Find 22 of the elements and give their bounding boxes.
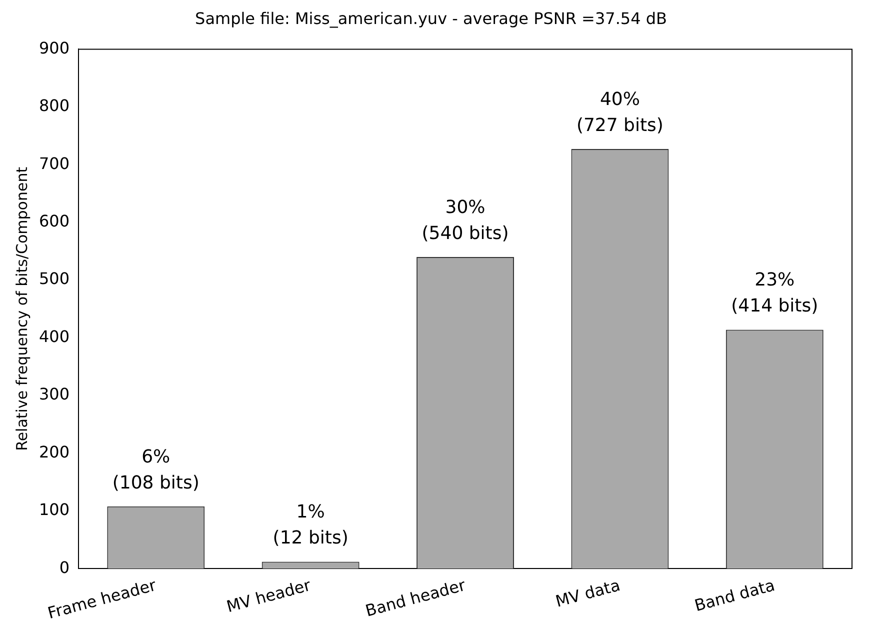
x-tick-label: Frame header [46,575,158,623]
y-tick-label: 700 [38,154,70,173]
y-tick-label: 600 [38,212,70,231]
x-tick-label: MV header [224,575,314,616]
x-tick-label: MV data [554,575,622,611]
data-label: 30% (540 bits) [422,196,509,244]
x-tick-label: Band header [363,575,468,620]
y-tick-label: 500 [38,269,70,288]
y-tick-label: 400 [38,326,70,346]
chart-title: Sample file: Miss_american.yuv - average PSNR =37.54 dB [195,8,667,28]
y-tick-label: 200 [38,442,70,462]
data-label: 1% (12 bits) [272,502,348,549]
y-tick-label: 0 [59,558,70,577]
x-tick-label: Band data [692,575,777,616]
data-label: 40% (727 bits) [576,89,664,136]
data-label: 6% (108 bits) [112,446,200,494]
y-tick-label: 800 [38,96,70,116]
y-tick-label: 900 [38,38,70,58]
y-tick-label: 300 [38,384,70,404]
data-label: 23% (414 bits) [731,270,818,317]
y-tick-label: 100 [38,500,70,520]
y-axis-title: Relative frequency of bits/Component [12,166,31,451]
